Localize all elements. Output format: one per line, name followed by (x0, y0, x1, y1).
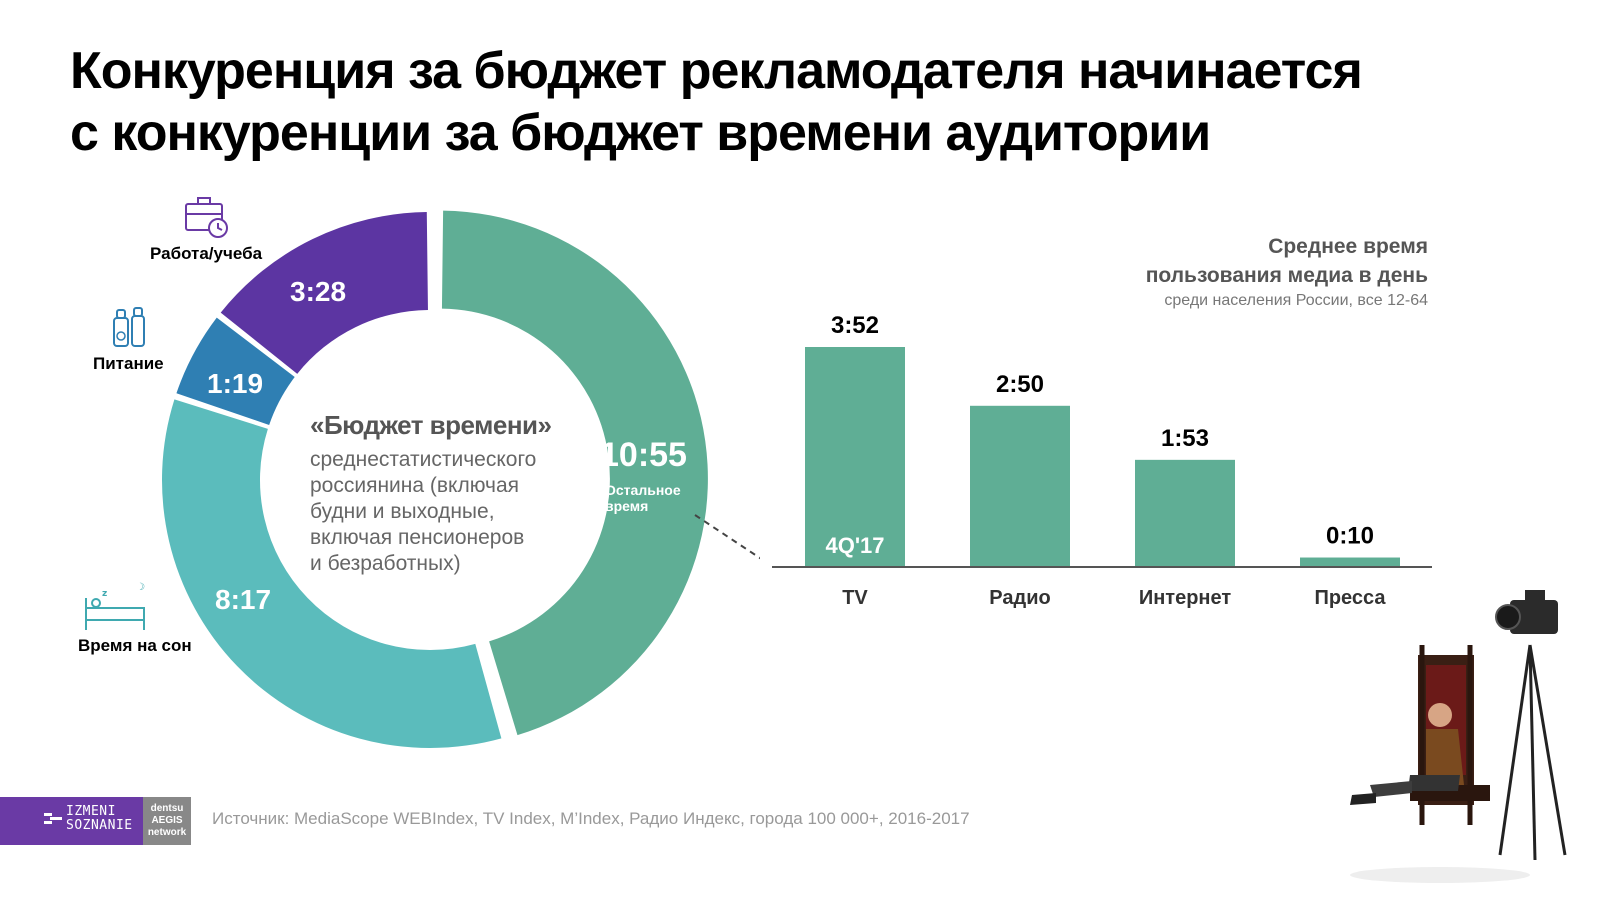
media-time-bar-chart: 3:52 TV 4Q'17 2:50 Радио 1:53 Интернет 0:10 Прес… (772, 312, 1432, 609)
bar-chart-title: Среднее время пользования медиа в день с… (1146, 232, 1428, 310)
title-line-2: с конкуренции за бюджет времени аудитори… (70, 104, 1211, 162)
svg-text:☽: ☽ (136, 582, 145, 593)
bar-value-label: 0:10 (1326, 523, 1374, 550)
donut-center-description: среднестатистического россиянина (включа… (310, 447, 580, 577)
slice-label-work: 3:28 (290, 276, 347, 307)
bar-1 (970, 405, 1070, 567)
bar-chart-heading-line: Среднее время (1268, 235, 1428, 258)
logo-text: IZMENI SOZNANIE (66, 805, 133, 833)
category-work-study-label: Работа/учеба (150, 244, 263, 263)
donut-center-line: среднестатистического (310, 448, 537, 471)
period-label: 4Q'17 (825, 533, 884, 558)
izmeni-soznanie-logo: IZMENI SOZNANIE (0, 797, 143, 845)
category-sleep-label: Время на сон (78, 636, 192, 655)
donut-center-line: россиянина (включая (310, 474, 520, 497)
bar-chart-subtitle: среди населения России, все 12-64 (1164, 292, 1428, 309)
donut-center-line: включая пенсионеров (310, 526, 525, 549)
bar-category-label: Интернет (1139, 587, 1232, 609)
title-line-1: Конкуренция за бюджет рекламодателя начи… (70, 42, 1363, 100)
slice-sublabel-line: Остальное (605, 482, 681, 498)
bar-category-label: TV (842, 587, 868, 609)
slice-other-time (441, 210, 708, 736)
donut-center-text: «Бюджет времени» среднестатистического р… (310, 410, 580, 577)
logo-line: dentsu (150, 803, 184, 814)
bar-category-label: Радио (989, 587, 1050, 609)
slice-label-sleep: 8:17 (215, 584, 272, 615)
director-throne-illustration (1350, 590, 1567, 883)
category-food-label: Питание (93, 354, 164, 373)
donut-center-heading: «Бюджет времени» (310, 410, 552, 440)
category-sleep: z ☽ Время на сон (78, 582, 192, 656)
logo-line: IZMENI (66, 804, 116, 819)
bar-0 (805, 347, 905, 567)
bar-category-label: Пресса (1314, 587, 1386, 609)
slice-work-study (220, 212, 428, 374)
logo-line: network (147, 827, 187, 838)
bar-chart-heading: Среднее время пользования медиа в день (1146, 232, 1428, 290)
bar-value-label: 2:50 (996, 371, 1044, 398)
slice-sublabel-other: Остальное время (605, 482, 681, 514)
connector-dashed-line (694, 514, 760, 560)
slice-sublabel-line: время (605, 498, 649, 514)
slice-food (176, 317, 295, 425)
bed-sleep-icon: z ☽ (85, 582, 145, 630)
slice-sleep (162, 399, 502, 748)
baby-bottles-icon (113, 307, 146, 347)
donut-center-line: будни и выходные, (310, 500, 495, 523)
svg-text:z: z (102, 589, 107, 599)
logo-mark-icon (44, 813, 62, 824)
bar-value-label: 1:53 (1161, 425, 1209, 452)
bar-value-label: 3:52 (831, 312, 879, 339)
slice-label-other: 10:55 (600, 436, 687, 474)
source-note: Источник: MediaScope WEBIndex, TV Index,… (212, 809, 970, 828)
donut-center-line: и безработных) (310, 552, 461, 575)
category-work-study: Работа/учеба (150, 194, 262, 264)
bar-3 (1300, 557, 1400, 567)
category-food: Питание (93, 306, 164, 374)
dentsu-aegis-logo: dentsu AEGIS network (143, 797, 191, 845)
logo-line: AEGIS (151, 815, 183, 826)
slice-label-food: 1:19 (207, 368, 264, 399)
bar-2 (1135, 459, 1235, 567)
logo-line: SOZNANIE (66, 818, 133, 833)
briefcase-clock-icon (185, 197, 229, 238)
bar-chart-heading-line: пользования медиа в день (1145, 264, 1428, 287)
time-budget-donut-chart (162, 210, 760, 748)
page-title: Конкуренция за бюджет рекламодателя начи… (70, 40, 1363, 164)
